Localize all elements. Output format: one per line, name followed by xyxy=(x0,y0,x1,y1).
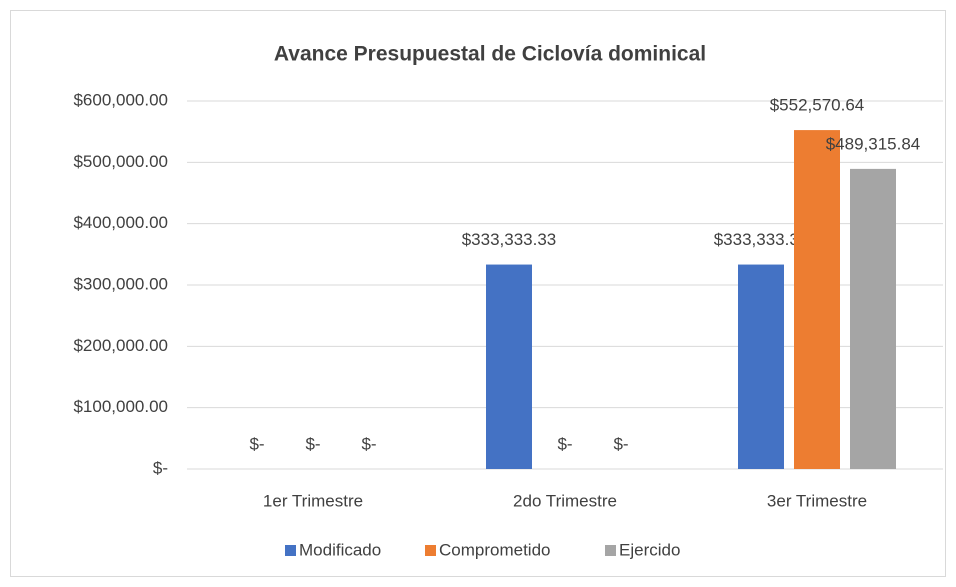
y-tick-label: $500,000.00 xyxy=(73,152,168,171)
bar xyxy=(850,168,896,469)
y-tick-label: $100,000.00 xyxy=(73,397,168,416)
legend-swatch xyxy=(605,545,616,556)
x-tick-label: 3er Trimestre xyxy=(767,491,867,510)
legend-label: Ejercido xyxy=(619,540,680,559)
value-label: $489,315.84 xyxy=(826,134,921,153)
chart-border xyxy=(10,10,946,577)
y-tick-label: $300,000.00 xyxy=(73,274,168,293)
y-tick-label: $- xyxy=(153,458,168,477)
value-label: $333,333.33 xyxy=(714,230,809,249)
value-label: $- xyxy=(305,434,320,453)
legend-swatch xyxy=(425,545,436,556)
bar xyxy=(486,264,532,469)
x-tick-label: 2do Trimestre xyxy=(513,491,617,510)
y-tick-label: $200,000.00 xyxy=(73,336,168,355)
value-label: $552,570.64 xyxy=(770,96,865,115)
bar xyxy=(794,130,840,469)
x-tick-label: 1er Trimestre xyxy=(263,491,363,510)
legend-label: Modificado xyxy=(299,540,381,559)
value-label: $333,333.33 xyxy=(462,230,557,249)
value-label: $- xyxy=(613,434,628,453)
legend-label: Comprometido xyxy=(439,540,551,559)
chart-title: Avance Presupuestal de Ciclovía dominica… xyxy=(274,43,706,66)
value-label: $- xyxy=(361,434,376,453)
bar xyxy=(738,264,784,469)
y-tick-label: $400,000.00 xyxy=(73,213,168,232)
legend-swatch xyxy=(285,545,296,556)
value-label: $- xyxy=(249,434,264,453)
value-label: $- xyxy=(557,434,572,453)
y-tick-label: $600,000.00 xyxy=(73,90,168,109)
